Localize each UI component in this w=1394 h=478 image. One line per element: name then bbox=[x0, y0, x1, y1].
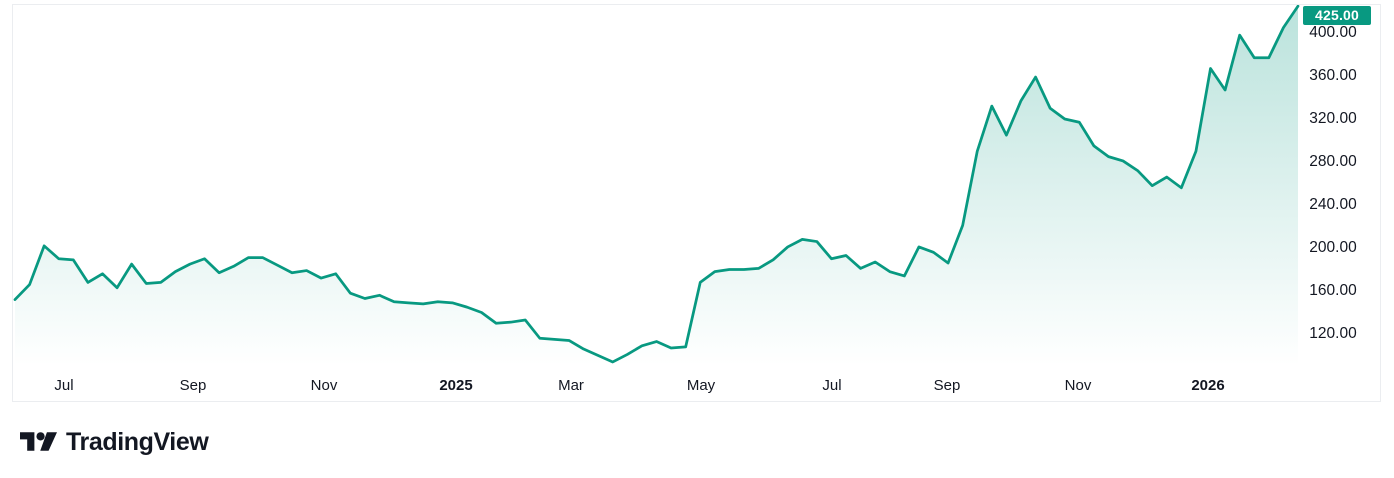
last-price-badge: 425.00 bbox=[1303, 6, 1371, 25]
price-tick-label: 240.00 bbox=[1309, 196, 1357, 213]
time-tick-label: 2025 bbox=[439, 377, 473, 394]
time-tick-label: Nov bbox=[1064, 377, 1092, 394]
time-axis[interactable]: Jul Sep Nov 2025 Mar May Jul Sep Nov 2026 bbox=[13, 370, 1303, 402]
tradingview-logo-icon bbox=[20, 431, 57, 451]
price-tick-label: 320.00 bbox=[1309, 110, 1357, 127]
price-tick-label: 160.00 bbox=[1309, 282, 1357, 299]
price-tick-label: 200.00 bbox=[1309, 239, 1357, 256]
tradingview-logo[interactable]: TradingView bbox=[20, 427, 209, 457]
time-tick-label: Jul bbox=[822, 377, 842, 394]
time-tick-label: Mar bbox=[558, 377, 584, 394]
time-tick-label: Sep bbox=[179, 377, 207, 394]
time-tick-label: May bbox=[686, 377, 716, 394]
price-tick-label: 120.00 bbox=[1309, 325, 1357, 342]
price-line bbox=[13, 5, 1300, 364]
time-tick-label: Jul bbox=[54, 377, 74, 394]
price-tick-label: 400.00 bbox=[1309, 24, 1357, 41]
area-fill bbox=[15, 6, 1298, 366]
time-tick-label: Nov bbox=[310, 377, 338, 394]
price-tick-label: 360.00 bbox=[1309, 67, 1357, 84]
time-tick-label: 2026 bbox=[1191, 377, 1225, 394]
price-axis[interactable]: 400.00 360.00 320.00 280.00 240.00 200.00 160.… bbox=[1301, 5, 1380, 370]
time-tick-label: Sep bbox=[933, 377, 961, 394]
price-area-chart bbox=[13, 5, 1300, 366]
chart-plot-area[interactable] bbox=[13, 5, 1303, 370]
tradingview-logo-text: TradingView bbox=[66, 428, 209, 456]
price-tick-label: 280.00 bbox=[1309, 153, 1357, 170]
chart-widget: 400.00 360.00 320.00 280.00 240.00 200.00 160.… bbox=[12, 4, 1381, 402]
